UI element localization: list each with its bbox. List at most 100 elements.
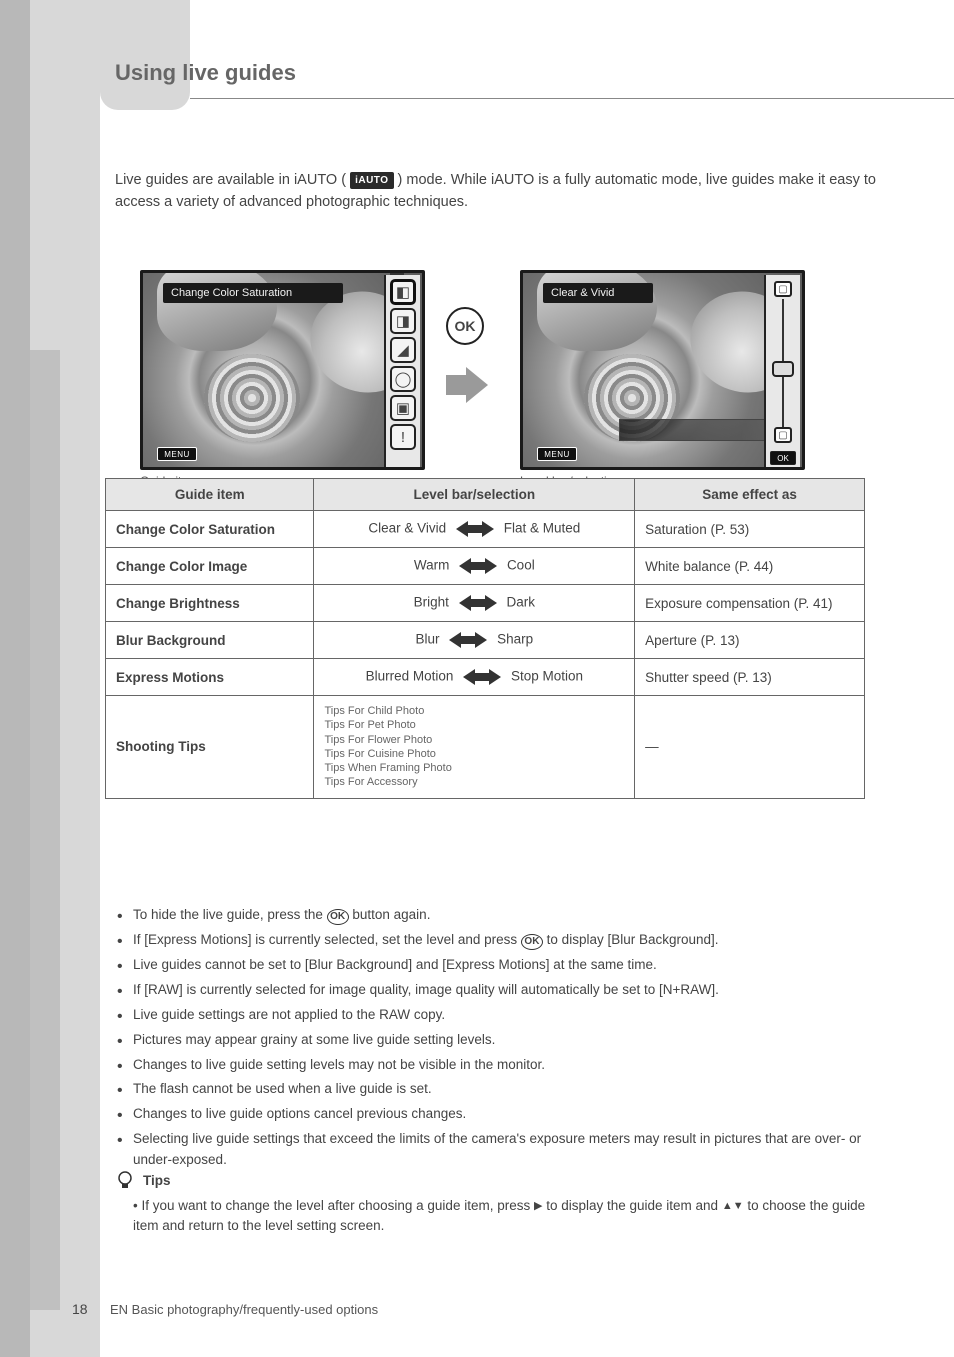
cell-item: Shooting Tips (106, 696, 314, 799)
slider-thumb[interactable] (772, 361, 794, 377)
page-number: 18 (72, 1301, 88, 1317)
table-row: Express Motions Blurred Motion Stop Moti… (106, 659, 865, 696)
cell-level: Clear & Vivid Flat & Muted (314, 511, 635, 548)
header-rule (190, 98, 954, 99)
cell-effect: Aperture (P. 13) (635, 622, 865, 659)
guide-icon-brightness[interactable]: ◢ (390, 337, 416, 363)
up-down-tri-icon: ▲▼ (722, 1198, 744, 1215)
live-guide-table: Guide item Level bar/selection Same effe… (105, 478, 865, 799)
list-item: Changes to live guide setting levels may… (115, 1055, 875, 1076)
level-left: Blur (416, 632, 440, 647)
tips-heading: Tips (143, 1173, 171, 1188)
double-arrow-icon (456, 519, 494, 539)
level-left: Clear & Vivid (368, 521, 446, 536)
guide-item-label: Change Color Saturation (163, 283, 343, 303)
lightbulb-icon (115, 1170, 135, 1190)
cell-item: Change Color Saturation (106, 511, 314, 548)
notes-list: To hide the live guide, press the OK but… (115, 905, 875, 1175)
cell-level: Warm Cool (314, 548, 635, 585)
list-item: Live guides cannot be set to [Blur Backg… (115, 955, 875, 976)
guide-icon-saturation[interactable]: ◧ (390, 279, 416, 305)
level-slider[interactable]: ▢ ▢ OK (764, 275, 800, 469)
level-left: Bright (414, 595, 449, 610)
table-row: Change Brightness Bright Dark Exposure c… (106, 585, 865, 622)
table-header-row: Guide item Level bar/selection Same effe… (106, 479, 865, 511)
level-right: Stop Motion (511, 669, 583, 684)
bullet-text: N+RAW]. (663, 982, 719, 997)
cell-level: Blurred Motion Stop Motion (314, 659, 635, 696)
guide-icon-color[interactable]: ◨ (390, 308, 416, 334)
cell-level: Blur Sharp (314, 622, 635, 659)
cell-item: Change Color Image (106, 548, 314, 585)
bullet-text: If [RAW] is currently selected for image… (133, 982, 663, 997)
slider-top-icon: ▢ (774, 281, 792, 297)
double-arrow-icon (449, 630, 487, 650)
list-item: To hide the live guide, press the OK but… (115, 905, 875, 926)
level-top-label: Clear & Vivid (543, 283, 653, 303)
th-same-effect: Same effect as (635, 479, 865, 511)
list-item: Changes to live guide options cancel pre… (115, 1104, 875, 1125)
table-row: Change Color Image Warm Cool White balan… (106, 548, 865, 585)
slider-bottom-icon: ▢ (774, 427, 792, 443)
tips-text: If you want to change the level after ch… (141, 1198, 533, 1213)
bullet-text: The flash cannot be used when a live gui… (133, 1081, 432, 1096)
guide-icon-tips[interactable]: ! (390, 424, 416, 450)
tips-text: to display the guide item and (542, 1198, 721, 1213)
th-guide-item: Guide item (106, 479, 314, 511)
double-arrow-icon (459, 593, 497, 613)
cell-effect: Saturation (P. 53) (635, 511, 865, 548)
guide-icon-motion[interactable]: ▣ (390, 395, 416, 421)
bullet-text: If [Express Motions] is currently select… (133, 932, 521, 947)
double-arrow-icon (463, 667, 501, 687)
bullet-text: to display [Blur Background]. (543, 932, 719, 947)
list-item: Live guide settings are not applied to t… (115, 1005, 875, 1026)
level-right: Cool (507, 558, 535, 573)
intro-paragraph: Live guides are available in iAUTO ( iAU… (115, 170, 885, 214)
arrow-icon (446, 375, 466, 395)
bullet-text: button again. (349, 907, 431, 922)
pointer-indicator-2 (780, 270, 788, 273)
level-right: Dark (506, 595, 535, 610)
tips-body: • If you want to change the level after … (115, 1196, 875, 1237)
iauto-badge: iAUTO (350, 172, 393, 189)
bullet-text: Live guide settings are not applied to t… (133, 1007, 445, 1022)
list-item: Pictures may appear grainy at some live … (115, 1030, 875, 1051)
cell-item: Express Motions (106, 659, 314, 696)
cell-item: Change Brightness (106, 585, 314, 622)
slider-ok-chip[interactable]: OK (770, 451, 796, 465)
th-level-bar: Level bar/selection (314, 479, 635, 511)
section-title: Using live guides (115, 60, 296, 86)
bullet-text: Changes to live guide setting levels may… (133, 1057, 545, 1072)
bullet-text: To hide the live guide, press the (133, 907, 327, 922)
pointer-indicator (390, 270, 404, 275)
double-arrow-icon (459, 556, 497, 576)
table-row: Blur Background Blur Sharp Aperture (P. … (106, 622, 865, 659)
menu-chip-2: MENU (537, 447, 577, 461)
ok-button-icon[interactable]: OK (446, 307, 484, 345)
bullet-text: Changes to live guide options cancel pre… (133, 1106, 466, 1121)
guide-icon-column: ◧ ◨ ◢ ◯ ▣ ! (384, 275, 420, 469)
list-item: The flash cannot be used when a live gui… (115, 1079, 875, 1100)
cell-item: Blur Background (106, 622, 314, 659)
diagram-row: Change Color Saturation MENU ◧ ◨ ◢ ◯ ▣ !… (140, 255, 840, 470)
bullet-text: Live guides cannot be set to [Blur Backg… (133, 957, 657, 972)
table-row: Shooting Tips Tips For Child Photo Tips … (106, 696, 865, 799)
cell-effect: Shutter speed (P. 13) (635, 659, 865, 696)
bullet-text: Selecting live guide settings that excee… (133, 1131, 861, 1167)
table-row: Change Color Saturation Clear & Vivid Fl… (106, 511, 865, 548)
intro-text-before: Live guides are available in iAUTO ( (115, 172, 346, 188)
cell-effect: — (635, 696, 865, 799)
binder-edge (0, 0, 30, 1357)
cell-tips-list: Tips For Child Photo Tips For Pet Photo … (314, 696, 635, 799)
list-item: Selecting live guide settings that excee… (115, 1129, 875, 1171)
bullet-text: Pictures may appear grainy at some live … (133, 1032, 495, 1047)
ok-inline-icon: OK (327, 909, 349, 925)
list-item: If [RAW] is currently selected for image… (115, 980, 875, 1001)
level-left: Warm (414, 558, 450, 573)
guide-icon-blur[interactable]: ◯ (390, 366, 416, 392)
list-item: If [Express Motions] is currently select… (115, 930, 875, 951)
cell-effect: White balance (P. 44) (635, 548, 865, 585)
tips-block: Tips • If you want to change the level a… (115, 1170, 875, 1237)
level-right: Sharp (497, 632, 533, 647)
lcd-screenshot-level: Clear & Vivid MENU ▢ ▢ OK (520, 270, 805, 470)
